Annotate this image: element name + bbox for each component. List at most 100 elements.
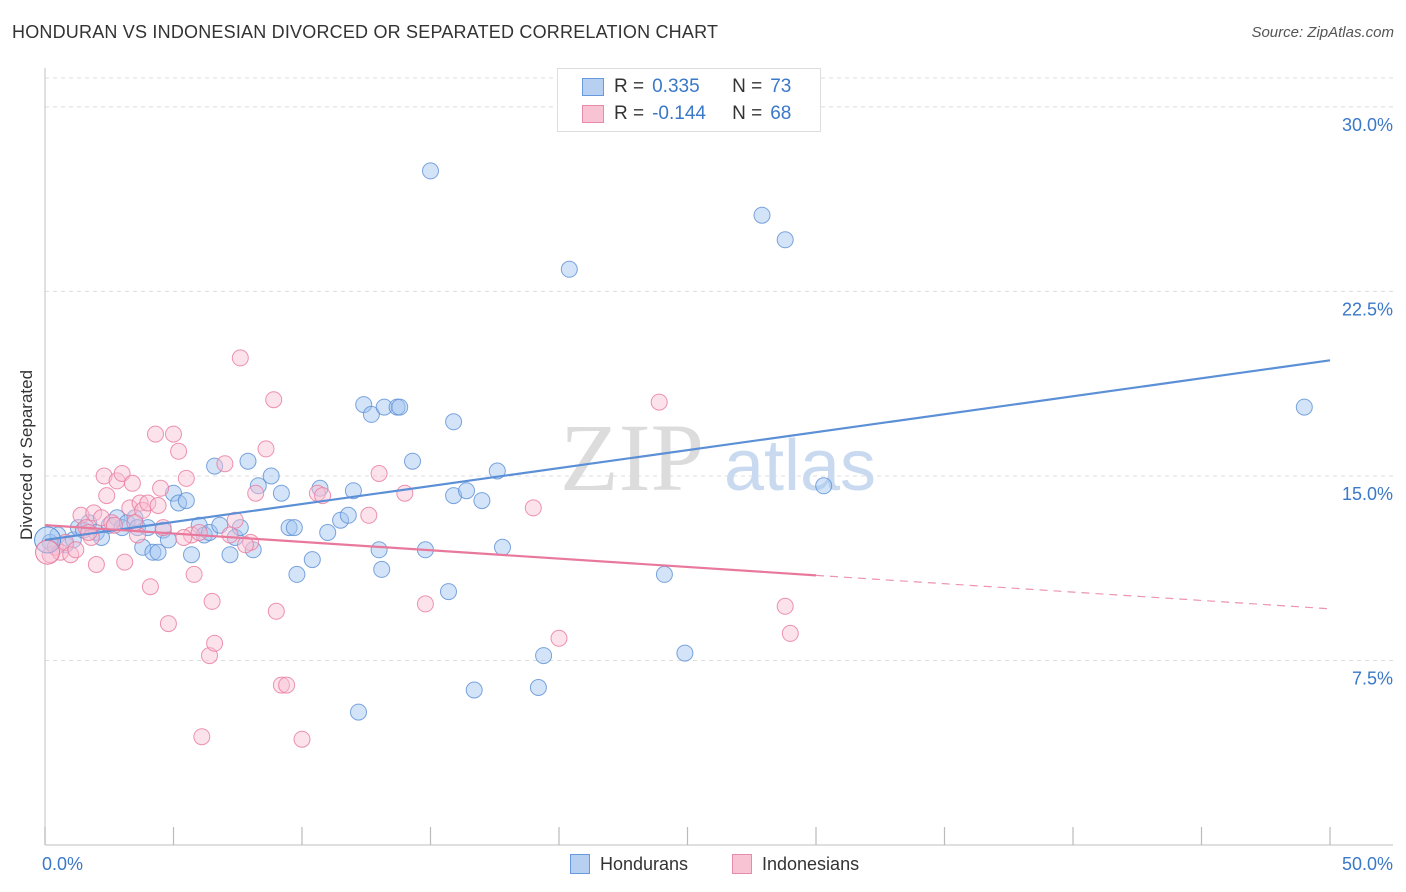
point-indonesians xyxy=(116,553,134,571)
point-indonesians xyxy=(152,479,170,497)
point-hondurans xyxy=(288,565,306,583)
point-hondurans xyxy=(753,206,771,224)
point-indonesians xyxy=(185,565,203,583)
point-indonesians xyxy=(272,676,290,694)
point-indonesians xyxy=(203,592,221,610)
legend-item-indonesians[interactable]: Indonesians xyxy=(732,852,859,876)
point-hondurans xyxy=(350,703,367,721)
y-axis-label: Divorced or Separated xyxy=(17,369,36,541)
legend-r-label: R = xyxy=(614,76,645,97)
point-indonesians xyxy=(247,484,265,502)
source-credit: Source: ZipAtlas.com xyxy=(1251,24,1394,41)
legend-n-value: 68 xyxy=(770,103,792,124)
legend-swatch-indonesians xyxy=(582,105,604,123)
point-indonesians xyxy=(113,465,131,482)
point-hondurans xyxy=(206,457,224,475)
point-indonesians xyxy=(257,440,275,458)
legend-label-hondurans: Hondurans xyxy=(600,853,689,874)
point-indonesians xyxy=(93,509,110,527)
legend-n-label: N = xyxy=(732,103,763,124)
point-hondurans xyxy=(391,398,409,416)
point-hondurans xyxy=(319,524,337,541)
point-indonesians xyxy=(226,511,244,529)
point-hondurans xyxy=(445,487,463,505)
point-hondurans xyxy=(560,260,578,278)
point-indonesians xyxy=(165,425,182,443)
y-tick-label: 7.5% xyxy=(1352,668,1393,688)
point-indonesians xyxy=(190,524,208,541)
legend-row-indonesians: R = -0.144 N = 68 xyxy=(582,102,791,126)
point-hondurans xyxy=(445,413,463,431)
point-indonesians xyxy=(278,676,296,694)
point-indonesians xyxy=(231,349,249,367)
point-hondurans xyxy=(177,492,195,510)
point-indonesians xyxy=(206,634,224,652)
point-hondurans xyxy=(362,405,380,423)
point-indonesians xyxy=(293,730,311,748)
point-hondurans xyxy=(144,543,162,561)
point-indonesians xyxy=(267,602,285,620)
point-indonesians xyxy=(139,494,157,512)
point-indonesians xyxy=(123,474,141,492)
point-hondurans xyxy=(280,519,298,537)
point-hondurans xyxy=(529,679,547,696)
point-indonesians xyxy=(141,578,159,596)
point-indonesians xyxy=(147,425,164,443)
legend-r-value: 0.335 xyxy=(652,76,700,97)
point-indonesians xyxy=(67,541,85,559)
legend-swatch-hondurans xyxy=(582,78,604,96)
point-hondurans xyxy=(815,477,833,495)
point-hondurans xyxy=(149,543,167,561)
point-hondurans xyxy=(494,538,511,556)
legend-n-label: N = xyxy=(732,76,763,97)
point-indonesians xyxy=(95,467,113,485)
trend-line-indonesians xyxy=(44,524,817,577)
y-tick-label: 30.0% xyxy=(1342,115,1393,135)
point-hondurans xyxy=(404,452,421,470)
point-hondurans xyxy=(339,506,357,524)
point-indonesians xyxy=(98,487,116,505)
x-tick-label: 0.0% xyxy=(42,854,83,874)
legend-label-indonesians: Indonesians xyxy=(762,853,860,874)
point-hondurans xyxy=(370,541,388,559)
point-indonesians xyxy=(237,536,254,554)
legend-swatch-indonesians xyxy=(732,854,752,874)
point-hondurans xyxy=(488,462,506,480)
point-hondurans xyxy=(165,484,182,502)
point-hondurans xyxy=(458,482,475,500)
point-hondurans xyxy=(655,565,673,583)
point-indonesians xyxy=(360,506,378,524)
point-indonesians xyxy=(221,526,239,544)
point-indonesians xyxy=(650,393,668,411)
point-indonesians xyxy=(149,497,167,514)
point-hondurans xyxy=(272,484,290,502)
watermark-atlas: atlas xyxy=(724,426,876,506)
point-hondurans xyxy=(422,162,439,180)
point-hondurans xyxy=(221,546,239,564)
grid-lines xyxy=(45,77,1393,661)
data-points xyxy=(34,162,1313,748)
point-hondurans xyxy=(473,492,491,510)
point-hondurans xyxy=(285,519,303,537)
legend-r-value: -0.144 xyxy=(652,103,706,124)
legend-row-hondurans: R = 0.335 N = 73 xyxy=(582,75,791,99)
x-tick-label: 50.0% xyxy=(1342,854,1393,874)
point-indonesians xyxy=(87,556,105,573)
point-indonesians xyxy=(370,465,388,482)
point-indonesians xyxy=(776,597,794,615)
legend-item-hondurans[interactable]: Hondurans xyxy=(570,852,688,876)
point-indonesians xyxy=(177,469,195,487)
point-hondurans xyxy=(465,681,483,699)
point-indonesians xyxy=(62,546,80,564)
legend-swatch-hondurans xyxy=(570,854,590,874)
trend-line-hondurans xyxy=(44,359,1331,542)
point-indonesians xyxy=(170,442,188,460)
point-indonesians xyxy=(193,728,211,746)
point-hondurans xyxy=(776,231,794,249)
trend-line-indonesians-extension xyxy=(815,574,1331,610)
tick-labels: 7.5% 15.0% 22.5% 30.0% 0.0% 50.0% xyxy=(42,115,1393,874)
point-indonesians xyxy=(524,499,542,517)
legend-r-label: R = xyxy=(614,103,645,124)
axes xyxy=(44,68,1393,846)
